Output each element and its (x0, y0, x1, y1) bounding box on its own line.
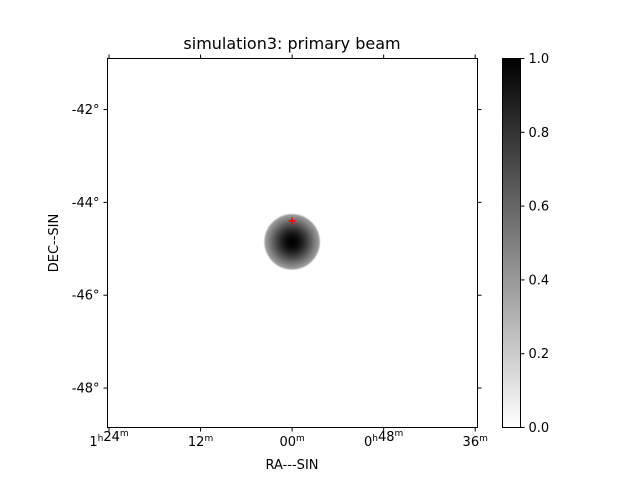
chart-title: simulation3: primary beam (183, 34, 400, 53)
colorbar-tick-label: 1.0 (529, 52, 550, 67)
y-axis: -42° -44° -46° -48° (72, 103, 482, 397)
y-axis-label: DEC--SIN (47, 214, 62, 273)
x-tick-label: 1h24m (89, 429, 128, 450)
colorbar-tick-label: 0.8 (529, 126, 550, 141)
x-tick-label: 0h48m (364, 429, 403, 450)
x-tick-label: 12m (188, 434, 213, 450)
y-tick-label: -48° (72, 382, 100, 397)
colorbar-tick-label: 0.2 (529, 347, 550, 362)
primary-beam (263, 213, 321, 271)
colorbar-fill (502, 58, 521, 428)
plot-area (107, 58, 478, 428)
x-tick-label: 00m (279, 434, 304, 450)
y-tick-label: -46° (72, 289, 100, 304)
colorbar: 0.0 0.2 0.4 0.6 0.8 1.0 (502, 52, 550, 436)
x-axis-label: RA---SIN (266, 458, 319, 473)
y-tick-label: -42° (72, 103, 100, 118)
x-tick-label: 36m (463, 434, 488, 450)
colorbar-tick-label: 0.4 (529, 273, 550, 288)
colorbar-ticks: 0.0 0.2 0.4 0.6 0.8 1.0 (520, 52, 550, 436)
pointing-marker (288, 217, 296, 225)
y-tick-label: -44° (72, 196, 100, 211)
x-axis: 1h24m 12m 00m 0h48m 36m (89, 54, 488, 450)
colorbar-tick-label: 0.0 (529, 421, 550, 436)
colorbar-tick-label: 0.6 (529, 200, 550, 215)
